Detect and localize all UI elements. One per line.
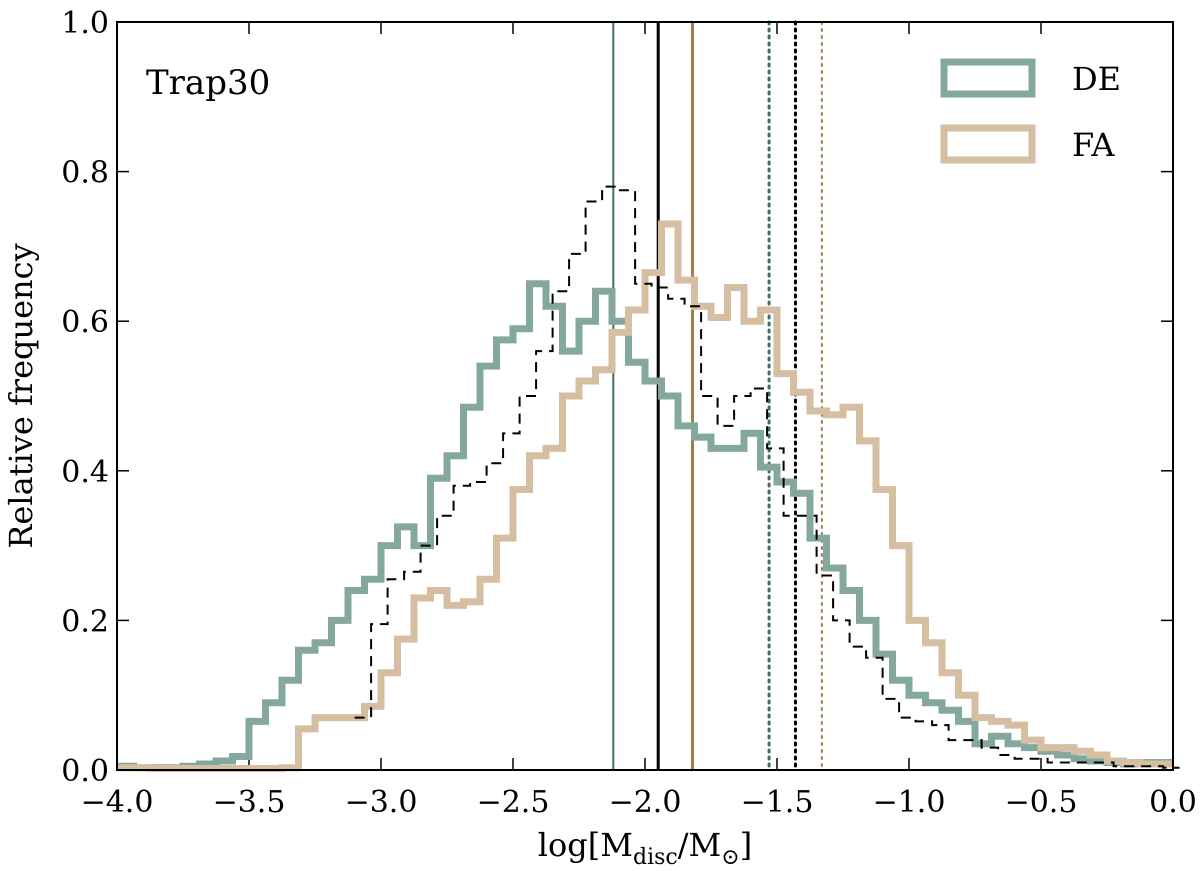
y-tick-label: 0.2: [61, 604, 109, 639]
y-axis-title: Relative frequency: [2, 243, 40, 548]
histogram-series: [117, 185, 1180, 772]
plot-frame: [116, 21, 1174, 771]
x-tick-label: −3.5: [213, 785, 286, 820]
x-axis-title-main: log[M: [538, 826, 633, 864]
x-tick-label: −3.0: [345, 785, 418, 820]
x-tick-label: −2.5: [477, 785, 550, 820]
series-de: [117, 280, 1173, 772]
series-combined: [354, 185, 1180, 769]
x-axis-title-close: ]: [740, 826, 752, 864]
x-tick-labels: −4.0 −3.5 −3.0 −2.5 −2.0 −1.5 −1.0 −0.5 0.0: [81, 785, 1197, 820]
plot-area: [117, 22, 1173, 770]
x-tick-label: 0.0: [1149, 785, 1197, 820]
x-tick-label: −2.0: [609, 785, 682, 820]
y-tick-label: 0.8: [61, 156, 109, 191]
x-tick-label: −0.5: [1005, 785, 1078, 820]
legend-label-fa: FA: [1072, 126, 1115, 164]
legend: DE FA: [940, 58, 1121, 164]
x-axis-title: log[Mdisc/M⊙]: [538, 826, 752, 870]
x-tick-label: −1.0: [873, 785, 946, 820]
x-axis-title-sun: ⊙: [721, 845, 739, 870]
x-tick-label: −1.5: [741, 785, 814, 820]
reference-lines: [612, 20, 823, 772]
x-tick-label: −4.0: [81, 785, 154, 820]
legend-swatch-de: [940, 58, 1036, 98]
y-tick-label: 0.4: [61, 455, 109, 490]
legend-swatch-fa: [940, 124, 1036, 164]
y-tick-labels: 0.0 0.2 0.4 0.6 0.8 1.0: [61, 6, 109, 789]
y-tick-label: 1.0: [61, 6, 109, 41]
y-tick-label: 0.0: [61, 754, 109, 789]
x-axis-title-sub: disc: [633, 845, 678, 870]
x-axis-title-tail: /M: [678, 826, 722, 864]
panel-label: Trap30: [146, 63, 270, 103]
y-tick-label: 0.6: [61, 305, 109, 340]
series-fa: [117, 220, 1173, 772]
legend-label-de: DE: [1072, 60, 1121, 98]
